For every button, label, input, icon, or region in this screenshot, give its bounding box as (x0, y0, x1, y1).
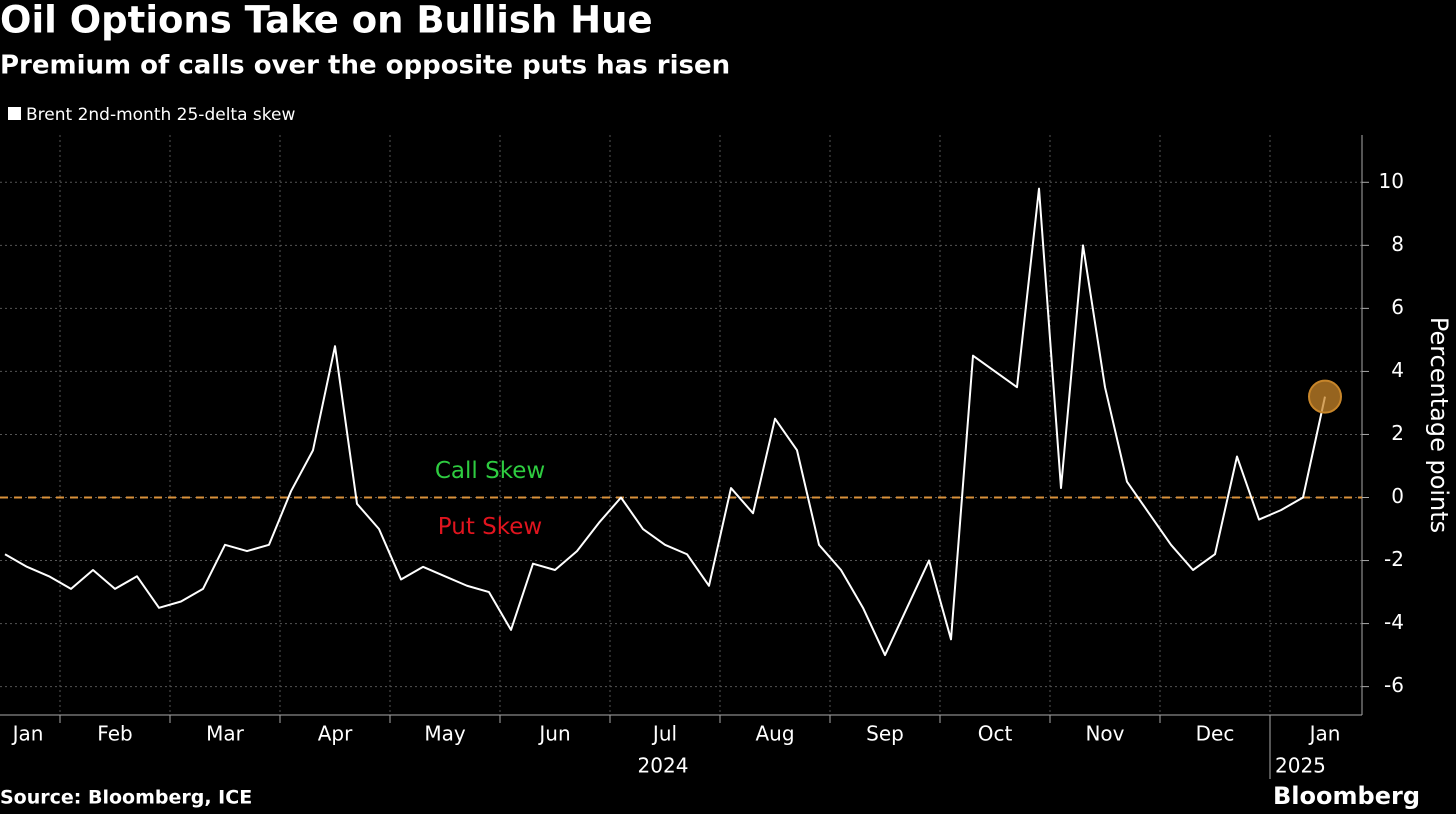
y-tick-label: -4 (1384, 610, 1404, 634)
x-tick-label: Jan (11, 722, 44, 746)
y-tick-label: 6 (1391, 295, 1404, 319)
x-tick-label: Aug (755, 722, 794, 746)
annotation: Call Skew (435, 458, 545, 484)
x-tick-label: Jun (537, 722, 570, 746)
x-tick-label: Jan (1308, 722, 1341, 746)
x-tick-label: Oct (978, 722, 1013, 746)
x-tick-label: Nov (1085, 722, 1124, 746)
legend-swatch (8, 107, 21, 120)
x-tick-label: Mar (206, 722, 245, 746)
brand: Bloomberg (1273, 782, 1420, 810)
y-tick-label: -6 (1384, 673, 1404, 697)
highlight-point (1308, 379, 1342, 414)
x-tick-label: May (424, 722, 466, 746)
x-tick-label: Jul (651, 722, 677, 746)
x-tick-label: Feb (97, 722, 132, 746)
y-tick-label: 2 (1391, 421, 1404, 445)
annotation: Put Skew (438, 514, 542, 540)
source: Source: Bloomberg, ICE (0, 787, 252, 809)
x-tick-label: Dec (1196, 722, 1235, 746)
y-tick-label: 4 (1391, 358, 1404, 382)
y-tick-label: 10 (1379, 169, 1404, 193)
x-tick-label: Sep (866, 722, 904, 746)
y-tick-label: 0 (1391, 484, 1404, 508)
chart-subtitle: Premium of calls over the opposite puts … (0, 51, 730, 81)
x-tick-label: Apr (318, 722, 353, 746)
chart-title: Oil Options Take on Bullish Hue (0, 0, 653, 42)
y-axis-label: Percentage points (1425, 317, 1453, 533)
y-tick-label: -2 (1384, 547, 1404, 571)
data-line (4, 187, 1326, 657)
year-label: 2025 (1275, 754, 1326, 778)
y-tick-label: 8 (1391, 232, 1404, 256)
legend-label: Brent 2nd-month 25-delta skew (26, 105, 295, 125)
year-label: 2024 (638, 754, 689, 778)
